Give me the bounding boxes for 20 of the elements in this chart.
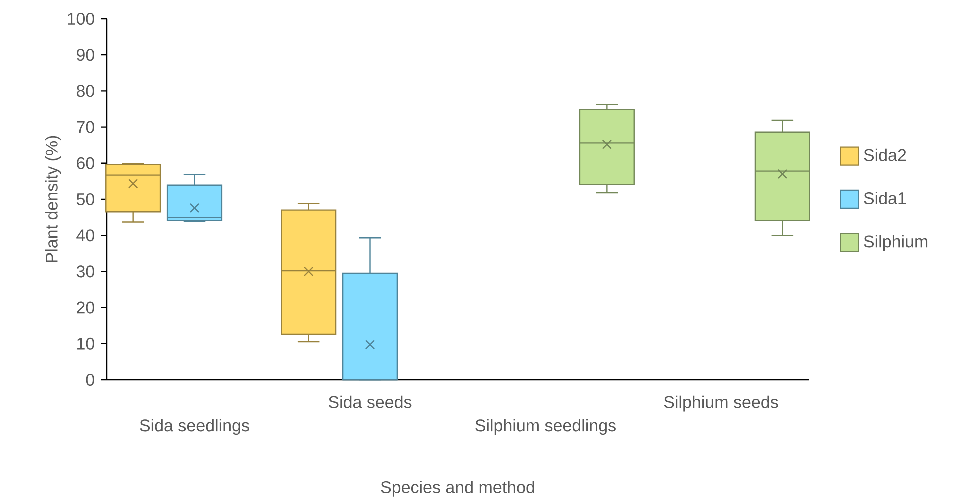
y-tick-label: 60 (77, 157, 94, 170)
y-tick-label: 90 (77, 49, 94, 62)
x-tick-label: Silphium seedlings (476, 419, 616, 436)
legend-label: Sida2 (864, 148, 906, 162)
y-tick-label: 80 (76, 85, 94, 98)
y-tick-label: 100 (68, 12, 94, 26)
legend-label: Sida1 (864, 192, 906, 205)
y-tick-label: 0 (86, 374, 94, 386)
y-tick-label: 70 (77, 121, 94, 134)
y-tick-label: 30 (76, 266, 94, 278)
y-tick-label: 50 (76, 193, 94, 206)
x-tick-label: Sida seeds (328, 396, 412, 408)
y-tick-label: 40 (76, 230, 94, 242)
y-axis-title: Plant density (%) (45, 136, 62, 262)
y-tick-label: 10 (78, 338, 94, 350)
x-tick-label: Sida seedlings (140, 419, 250, 436)
x-axis-title: Species and method (381, 481, 534, 497)
legend-label: Silphium (864, 235, 928, 252)
y-tick-label: 20 (77, 302, 94, 314)
x-tick-label: Silphium seeds (664, 396, 778, 412)
